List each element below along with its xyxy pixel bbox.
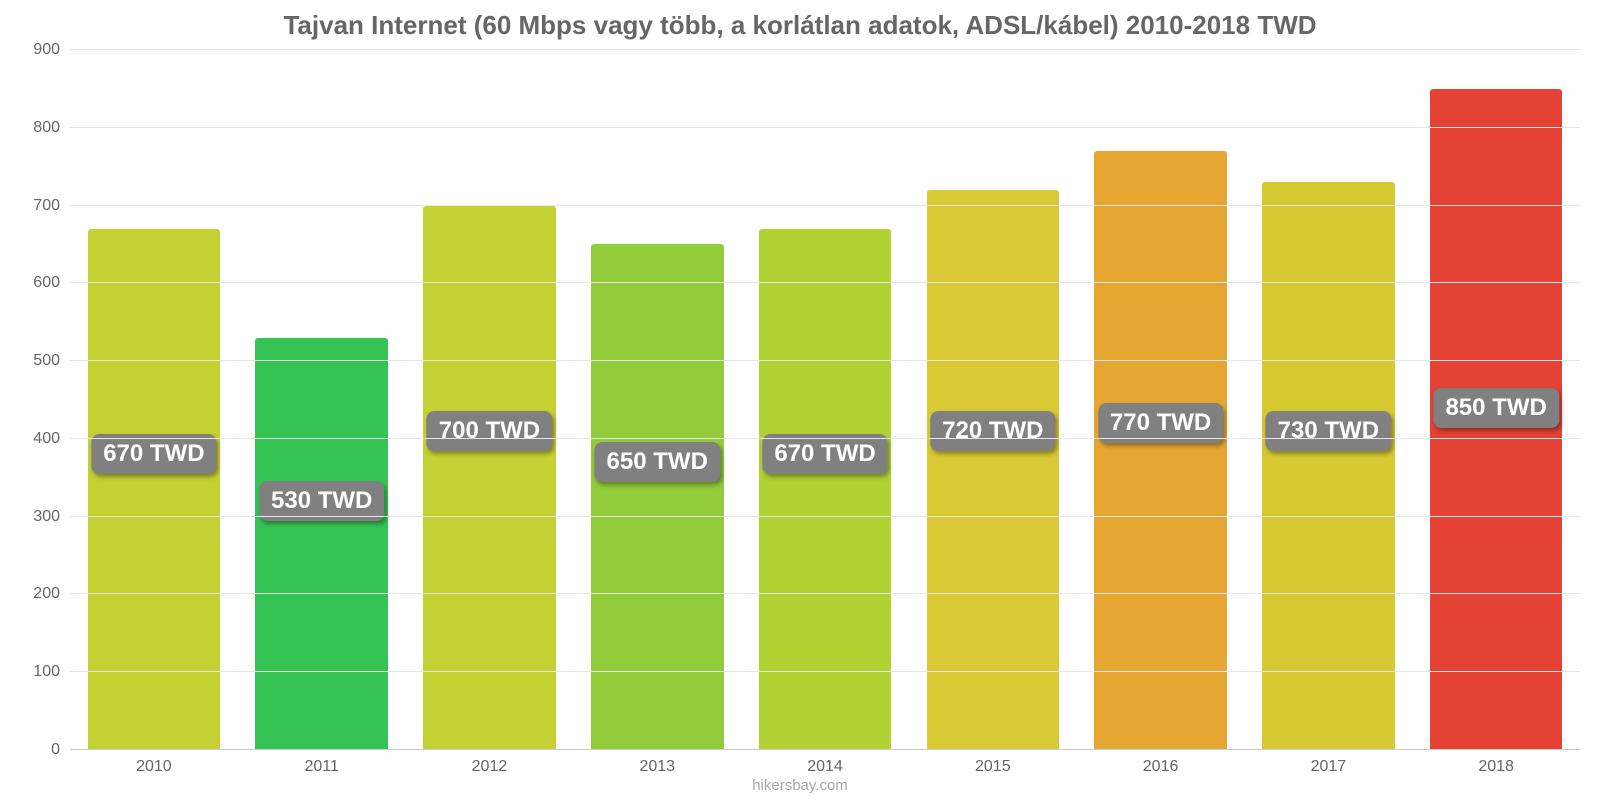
bar-value-label: 720 TWD (930, 411, 1055, 451)
bar-slot: 670 TWD2010 (70, 50, 238, 750)
gridline (70, 49, 1580, 50)
y-axis-tick-label: 300 (10, 508, 70, 526)
gridline (70, 516, 1580, 517)
x-axis-tick-label: 2016 (1143, 750, 1179, 776)
bar-value-label: 730 TWD (1266, 411, 1391, 451)
bar (1262, 182, 1395, 750)
gridline (70, 205, 1580, 206)
bar-slot: 700 TWD2012 (406, 50, 574, 750)
axis-baseline (70, 749, 1580, 750)
bar (1094, 151, 1227, 750)
bar-slot: 530 TWD2011 (238, 50, 406, 750)
bar-slot: 720 TWD2015 (909, 50, 1077, 750)
gridline (70, 282, 1580, 283)
bar (423, 206, 556, 750)
chart-title: Tajvan Internet (60 Mbps vagy több, a ko… (0, 10, 1600, 41)
y-axis-tick-label: 0 (10, 741, 70, 759)
bar (927, 190, 1060, 750)
gridline (70, 593, 1580, 594)
x-axis-tick-label: 2013 (639, 750, 675, 776)
y-axis-tick-label: 200 (10, 585, 70, 603)
gridline (70, 438, 1580, 439)
attribution-text: hikersbay.com (0, 777, 1600, 794)
bar-slot: 770 TWD2016 (1077, 50, 1245, 750)
bar-value-label: 700 TWD (427, 411, 552, 451)
x-axis-tick-label: 2011 (304, 750, 338, 776)
y-axis-tick-label: 100 (10, 663, 70, 681)
bar-slot: 850 TWD2018 (1412, 50, 1580, 750)
y-axis-tick-label: 500 (10, 352, 70, 370)
bar-slot: 670 TWD2014 (741, 50, 909, 750)
bar-slot: 730 TWD2017 (1244, 50, 1412, 750)
x-axis-tick-label: 2010 (136, 750, 172, 776)
bars-group: 670 TWD2010530 TWD2011700 TWD2012650 TWD… (70, 50, 1580, 750)
bar-value-label: 670 TWD (762, 434, 887, 474)
x-axis-tick-label: 2012 (472, 750, 508, 776)
x-axis-tick-label: 2017 (1311, 750, 1347, 776)
x-axis-tick-label: 2014 (807, 750, 843, 776)
chart-container: Tajvan Internet (60 Mbps vagy több, a ko… (0, 0, 1600, 800)
bar-value-label: 850 TWD (1433, 388, 1558, 428)
bar (255, 338, 388, 750)
bar-slot: 650 TWD2013 (573, 50, 741, 750)
y-axis-tick-label: 800 (10, 119, 70, 137)
y-axis-tick-label: 400 (10, 430, 70, 448)
x-axis-tick-label: 2015 (975, 750, 1011, 776)
y-axis-tick-label: 900 (10, 41, 70, 59)
bar-value-label: 650 TWD (595, 442, 720, 482)
x-axis-tick-label: 2018 (1478, 750, 1514, 776)
bar-value-label: 670 TWD (91, 434, 216, 474)
gridline (70, 127, 1580, 128)
y-axis-tick-label: 700 (10, 197, 70, 215)
y-axis-tick-label: 600 (10, 274, 70, 292)
bar (591, 244, 724, 750)
gridline (70, 671, 1580, 672)
plot-area: 670 TWD2010530 TWD2011700 TWD2012650 TWD… (70, 50, 1580, 750)
gridline (70, 360, 1580, 361)
